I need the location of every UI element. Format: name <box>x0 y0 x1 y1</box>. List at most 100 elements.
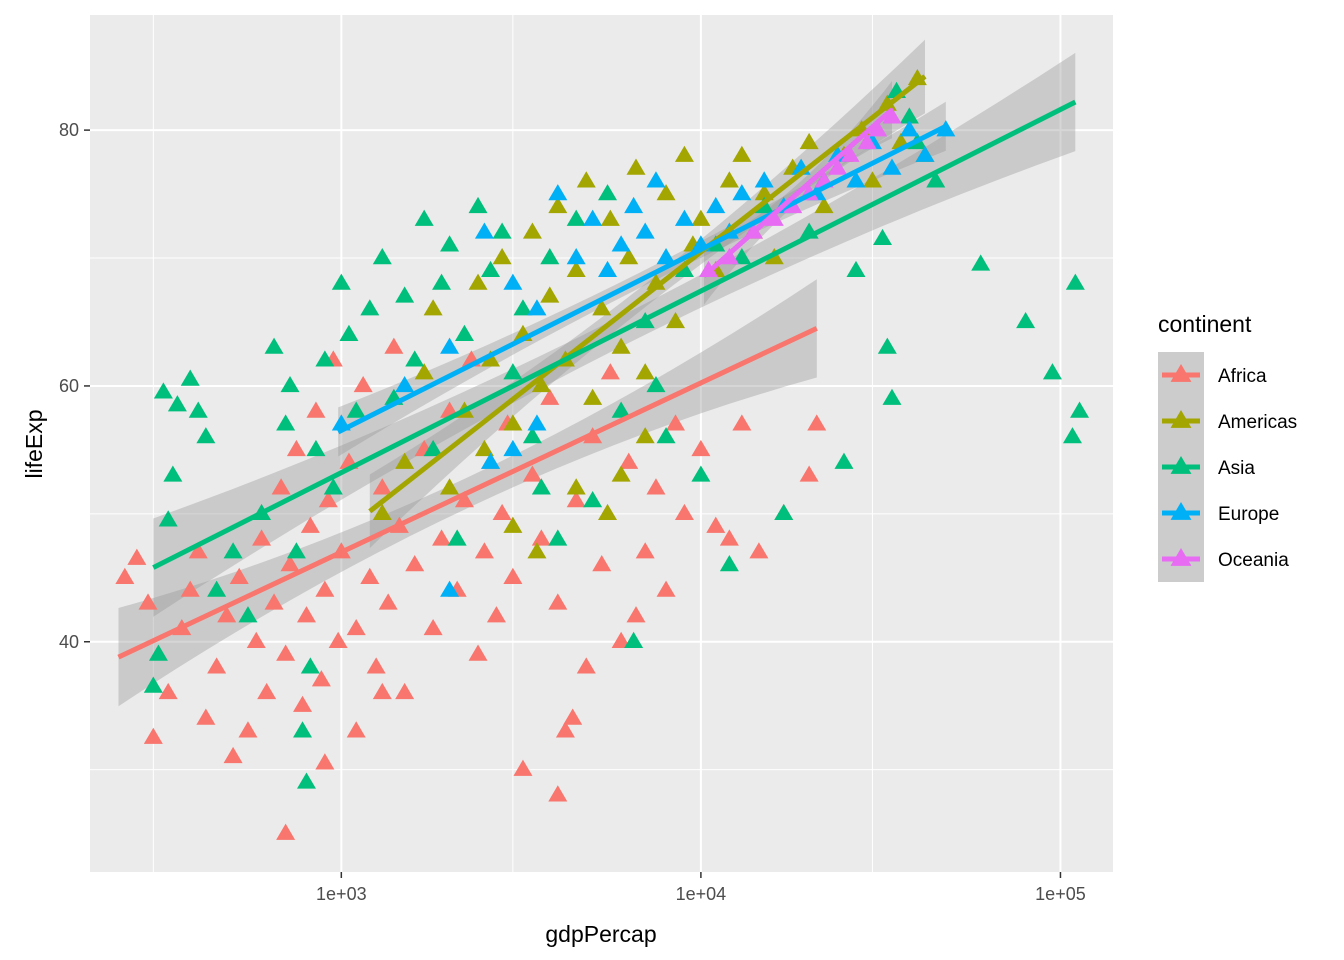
data-point-americas <box>527 542 547 559</box>
data-point-africa <box>223 746 243 764</box>
legend-label-americas: Americas <box>1218 412 1297 433</box>
data-point-americas <box>503 516 523 533</box>
data-point-americas <box>372 503 392 521</box>
data-point-asia <box>1016 311 1036 329</box>
data-point-americas <box>674 145 694 162</box>
data-point-asia <box>196 427 216 444</box>
data-point-africa <box>264 593 284 610</box>
data-point-americas <box>414 363 434 380</box>
data-point-asia <box>492 222 512 239</box>
data-point-europe <box>527 414 547 431</box>
data-point-africa <box>646 478 666 495</box>
data-point-asia <box>148 644 168 661</box>
data-point-africa <box>207 657 227 674</box>
data-point-europe <box>395 375 415 393</box>
data-point-asia <box>873 228 893 246</box>
data-point-europe <box>527 299 547 316</box>
data-point-americas <box>576 171 596 188</box>
data-point-asia <box>1070 401 1090 418</box>
data-point-africa <box>468 644 488 661</box>
data-point-americas <box>635 427 655 444</box>
fit-line-asia <box>152 99 1077 570</box>
data-point-africa <box>346 721 366 738</box>
data-point-asia <box>971 254 991 271</box>
data-point-africa <box>353 375 373 393</box>
data-point-africa <box>576 657 596 674</box>
data-point-africa <box>127 548 147 565</box>
data-point-asia <box>481 260 501 278</box>
data-point-asia <box>223 542 243 559</box>
data-point-europe <box>656 248 676 265</box>
data-point-asia <box>656 427 676 444</box>
data-point-oceania <box>828 158 848 175</box>
data-point-americas <box>719 171 739 188</box>
data-point-asia <box>323 478 343 495</box>
data-point-americas <box>522 222 542 239</box>
data-point-africa <box>706 516 726 533</box>
y-tick-label: 80 <box>59 120 79 140</box>
data-point-africa <box>300 516 320 533</box>
data-point-americas <box>600 209 620 226</box>
grid-lines <box>90 15 1113 872</box>
data-point-europe <box>503 439 523 457</box>
data-point-asia <box>180 369 200 386</box>
legend-label-oceania: Oceania <box>1218 550 1289 571</box>
legend-key-marker <box>1170 410 1192 428</box>
data-point-americas <box>814 196 834 214</box>
data-point-africa <box>626 606 646 623</box>
data-point-asia <box>503 363 523 380</box>
data-point-africa <box>548 785 568 802</box>
data-point-asia <box>158 510 178 527</box>
data-point-africa <box>188 542 208 559</box>
data-point-africa <box>280 555 300 572</box>
data-point-asia <box>360 299 380 316</box>
data-point-americas <box>583 388 603 405</box>
data-point-americas <box>799 132 819 150</box>
data-point-africa <box>115 567 135 585</box>
data-point-asia <box>143 676 163 693</box>
legend-title: continent <box>1158 311 1252 337</box>
data-point-americas <box>732 145 752 162</box>
data-point-americas <box>468 273 488 290</box>
fit-line-europe <box>337 124 947 435</box>
data-point-europe <box>646 171 666 188</box>
data-point-africa <box>592 555 612 572</box>
legend-label-asia: Asia <box>1218 458 1255 479</box>
data-point-americas <box>656 184 676 201</box>
data-point-africa <box>691 439 711 457</box>
data-point-oceania <box>857 132 877 150</box>
data-point-africa <box>271 478 291 495</box>
data-point-asia <box>276 414 296 431</box>
data-point-africa <box>158 682 178 700</box>
data-point-africa <box>635 542 655 559</box>
data-point-africa <box>619 452 639 469</box>
data-point-africa <box>306 401 326 418</box>
axis-ticks: 1e+03 1e+04 1e+05 40 60 80 <box>59 120 1086 904</box>
data-point-americas <box>548 196 568 214</box>
data-point-americas <box>592 299 612 316</box>
data-point-africa <box>555 721 575 738</box>
data-point-americas <box>492 248 512 265</box>
data-point-asia <box>423 439 443 457</box>
data-point-africa <box>366 657 386 674</box>
y-axis-title: lifeExp <box>21 409 47 478</box>
data-point-europe <box>754 171 774 188</box>
data-point-asia <box>315 350 335 367</box>
data-point-asia <box>414 209 434 226</box>
legend: continent Africa Americas Asia Europe Oceani… <box>1158 311 1297 582</box>
data-point-africa <box>454 491 474 508</box>
data-point-asia <box>1065 273 1085 290</box>
data-point-europe <box>706 196 726 214</box>
data-point-asia <box>522 427 542 444</box>
data-point-asia <box>238 606 258 623</box>
x-tick-label: 1e+03 <box>316 884 367 904</box>
data-point-americas <box>531 375 551 393</box>
fit-line-africa <box>117 326 818 660</box>
data-point-americas <box>862 171 882 188</box>
data-point-asia <box>1062 427 1082 444</box>
fit-lines <box>117 74 1077 660</box>
x-tick-label: 1e+05 <box>1035 884 1086 904</box>
data-point-africa <box>611 631 631 648</box>
data-point-africa <box>503 567 523 585</box>
data-point-africa <box>486 606 506 623</box>
